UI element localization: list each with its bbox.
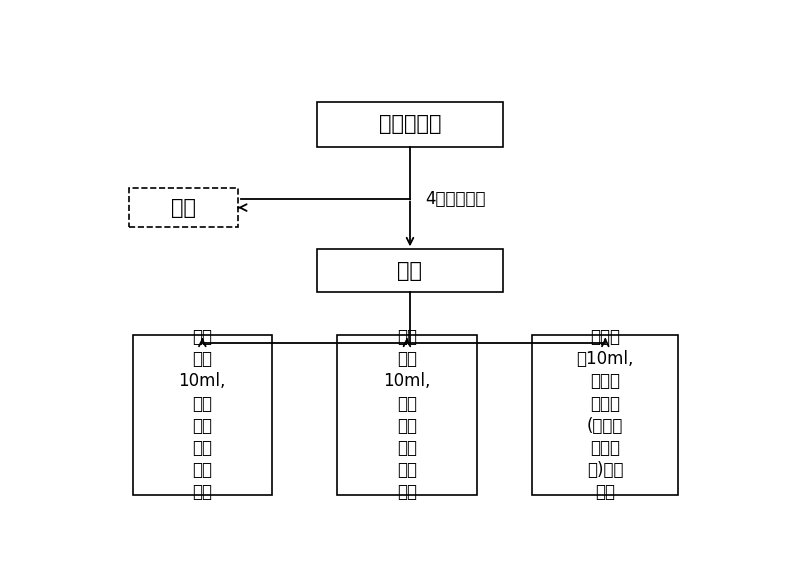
Text: 4层纱布过滤: 4层纱布过滤 (426, 190, 486, 208)
FancyBboxPatch shape (337, 335, 477, 495)
FancyBboxPatch shape (133, 335, 272, 495)
Text: 滤渣: 滤渣 (171, 198, 196, 218)
FancyBboxPatch shape (317, 249, 503, 292)
FancyBboxPatch shape (533, 335, 678, 495)
Text: 量取
滤液
10ml,
用于
蛋白
酶活
力的
测定: 量取 滤液 10ml, 用于 蛋白 酶活 力的 测定 (383, 328, 430, 501)
Text: 滤液: 滤液 (398, 261, 422, 281)
Text: 发酵物样品: 发酵物样品 (378, 114, 442, 134)
FancyBboxPatch shape (317, 102, 503, 147)
FancyBboxPatch shape (130, 188, 238, 227)
Text: 量取
滤液
10ml,
用于
淀粉
酶活
力的
测定: 量取 滤液 10ml, 用于 淀粉 酶活 力的 测定 (178, 328, 226, 501)
Text: 量取滤
液10ml,
用于纤
维素酶
(羧甲基
纤维素
酶)力的
测定: 量取滤 液10ml, 用于纤 维素酶 (羧甲基 纤维素 酶)力的 测定 (577, 328, 634, 501)
